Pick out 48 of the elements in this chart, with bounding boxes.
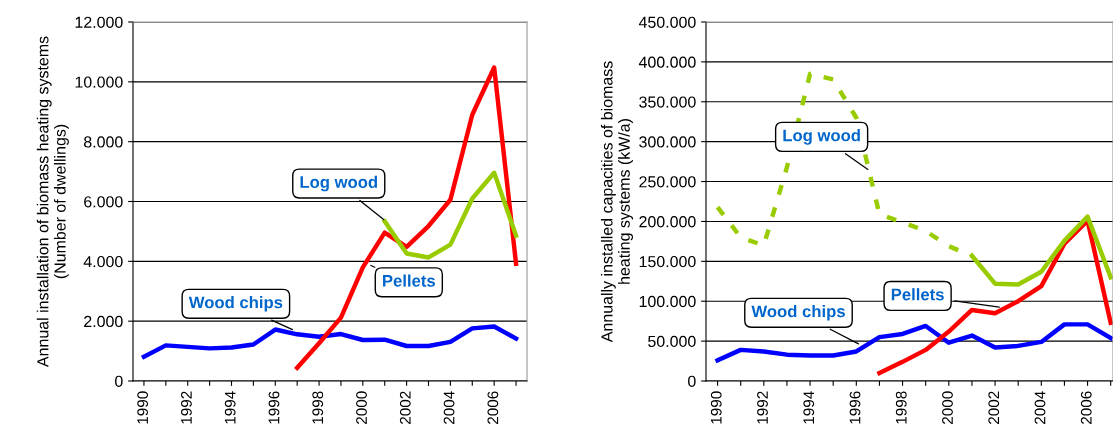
line-series [382, 170, 519, 260]
line-series [715, 322, 1113, 363]
x-tick-label: 2002 [988, 391, 1000, 424]
y-tick-label: 150.000 [639, 255, 696, 268]
series-label: Wood chips [188, 296, 283, 312]
x-tick-label: 1998 [895, 391, 907, 424]
x-tick-label: 1996 [268, 391, 280, 424]
x-tick-label: 2004 [443, 391, 455, 424]
y-tick-label: 300.000 [639, 136, 696, 148]
x-tick-label: 1996 [849, 391, 861, 424]
series-label: Log wood [783, 129, 860, 145]
x-tick-label: 1998 [312, 391, 324, 424]
y-axis-title: Annually installed capacities of biomass heating systems (kW/a) [600, 61, 633, 343]
x-tick-label: 1992 [757, 391, 768, 424]
x-tick-label: 2000 [942, 391, 953, 424]
y-axis-title: Annual installation of biomass heating systems (Number of dwellings) [36, 36, 69, 368]
y-tick-label: 200.000 [639, 216, 696, 228]
x-tick-label: 1994 [224, 391, 236, 424]
series-label: Pellets [383, 274, 435, 287]
x-tick-label: 1990 [710, 391, 722, 424]
y-tick-label: 50.000 [648, 335, 696, 348]
line-series [294, 65, 519, 371]
y-tick-label: 0 [115, 375, 123, 387]
series-label: Wood chips [751, 305, 845, 321]
x-tick-label: 2002 [399, 391, 411, 424]
x-tick-label: 2006 [1080, 391, 1092, 424]
line-series [877, 218, 1113, 376]
x-tick-label: 1990 [137, 391, 149, 424]
y-tick-label: 250.000 [639, 176, 696, 188]
y-tick-label: 4.000 [83, 255, 123, 268]
line-series [141, 324, 519, 359]
x-tick-label: 2000 [356, 391, 367, 424]
y-tick-label: 350.000 [639, 96, 696, 108]
y-tick-label: 400.000 [638, 56, 696, 68]
x-tick-label: 1994 [803, 391, 815, 424]
y-tick-label: 8.000 [84, 136, 123, 148]
y-tick-label: 450.000 [638, 16, 696, 28]
y-tick-label: 0 [688, 375, 696, 387]
y-tick-label: 12.000 [75, 16, 123, 28]
y-tick-label: 6.000 [84, 196, 123, 208]
y-tick-label: 2.000 [84, 315, 123, 328]
x-tick-label: 2004 [1034, 391, 1046, 424]
series-label: Log wood [300, 175, 377, 192]
y-tick-label: 10.000 [75, 76, 123, 88]
x-tick-label: 1992 [181, 391, 192, 424]
x-tick-label: 2006 [487, 391, 499, 424]
series-label: Pellets [891, 288, 944, 301]
y-tick-label: 100.000 [639, 295, 696, 308]
